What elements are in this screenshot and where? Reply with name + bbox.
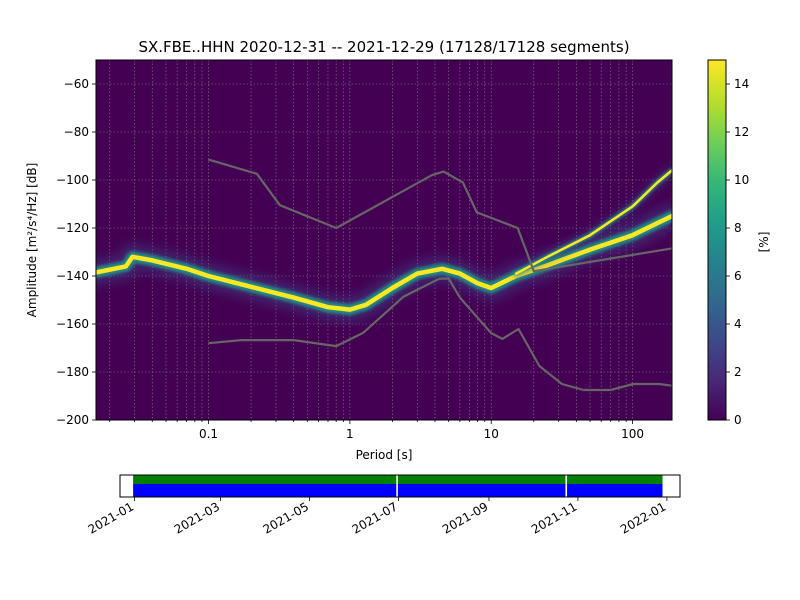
noise-model-lines — [208, 158, 672, 392]
data-gap — [565, 475, 568, 497]
timeline-tick-label: 2021-05 — [261, 499, 311, 536]
timeline-panel: 2021-01 2021-03 2021-05 2021-07 2021-09 2021-… — [86, 474, 681, 537]
timeline-tick-label: 2021-09 — [440, 499, 490, 536]
colorbar-tick-label: 8 — [734, 221, 742, 235]
y-tick-label: −100 — [56, 173, 89, 187]
y-axis-ticks: −200 −180 −160 −140 −120 −100 −80 −60 — [56, 77, 96, 427]
y-tick-label: −160 — [56, 317, 89, 331]
timeline-tick-label: 2021-11 — [529, 499, 579, 536]
x-axis-ticks: 0.1 1 10 100 — [109, 420, 644, 441]
colorbar-ticks: 0 2 4 6 8 10 12 14 — [726, 77, 749, 427]
colorbar-tick-label: 2 — [734, 365, 742, 379]
colorbar-tick-label: 14 — [734, 77, 749, 91]
colorbar-gradient — [707, 59, 727, 421]
colorbar-tick-label: 6 — [734, 269, 742, 283]
x-tick-label: 0.1 — [199, 427, 218, 441]
noise-model-nlnm — [208, 277, 672, 392]
x-axis-label: Period [s] — [356, 448, 413, 462]
noise-model-nhnm — [208, 158, 672, 273]
timeline-tick-label: 2021-07 — [350, 499, 400, 536]
y-tick-label: −200 — [56, 413, 89, 427]
y-tick-label: −180 — [56, 365, 89, 379]
psd-density-traces — [96, 166, 672, 323]
colorbar-tick-label: 10 — [734, 173, 749, 187]
data-gap — [396, 475, 398, 497]
colorbar: 0 2 4 6 8 10 12 14 [%] — [707, 59, 771, 427]
plot-frame — [95, 59, 673, 421]
colorbar-tick-label: 12 — [734, 125, 749, 139]
x-tick-label: 10 — [484, 427, 499, 441]
y-tick-label: −120 — [56, 221, 89, 235]
colorbar-tick-label: 0 — [734, 413, 742, 427]
x-tick-label: 100 — [621, 427, 644, 441]
plot-area: 0.1 1 10 100 −200 −180 −160 −140 −120 −100 −80 −60 — [56, 59, 673, 441]
timeline-tick-label: 2022-01 — [618, 499, 668, 536]
timeline-ticks: 2021-01 2021-03 2021-05 2021-07 2021-09 2021-… — [86, 497, 668, 537]
y-tick-label: −80 — [64, 125, 89, 139]
y-axis-label: Amplitude [m²/s⁴/Hz] [dB] — [25, 163, 39, 318]
timeline-tick-label: 2021-03 — [172, 499, 222, 536]
chart-title: SX.FBE..HHN 2020-12-31 -- 2021-12-29 (17… — [138, 38, 629, 56]
colorbar-label: [%] — [757, 232, 771, 253]
timeline-frame — [119, 474, 681, 498]
timeline-tick-label: 2021-01 — [86, 499, 136, 536]
density-core-main — [96, 213, 672, 312]
y-tick-label: −60 — [64, 77, 89, 91]
colorbar-tick-label: 4 — [734, 317, 742, 331]
y-tick-label: −140 — [56, 269, 89, 283]
x-tick-label: 1 — [346, 427, 354, 441]
timeline-bars — [133, 475, 663, 497]
density-core-upper — [514, 169, 672, 275]
